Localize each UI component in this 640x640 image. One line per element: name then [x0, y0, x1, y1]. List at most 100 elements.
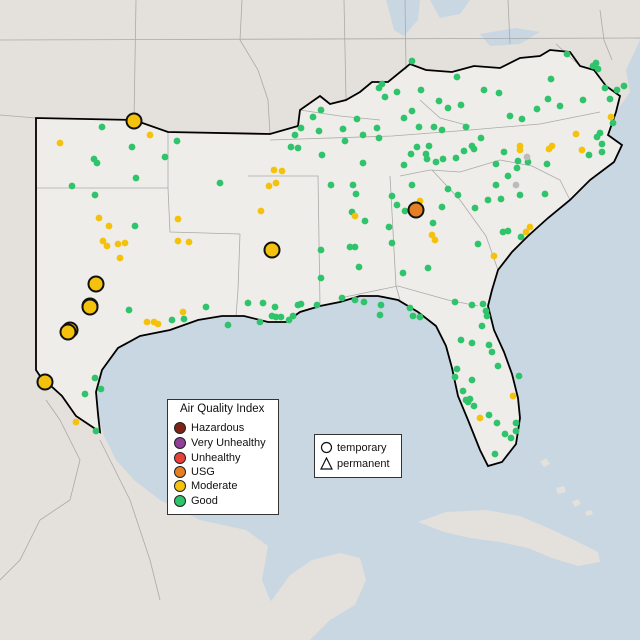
moderate-monitor-marker[interactable] — [351, 212, 359, 220]
good-monitor-marker[interactable] — [483, 312, 491, 320]
good-monitor-marker[interactable] — [470, 145, 478, 153]
nodata-monitor-marker[interactable] — [523, 153, 531, 161]
good-monitor-marker[interactable] — [506, 112, 514, 120]
good-monitor-marker[interactable] — [541, 190, 549, 198]
moderate-monitor-marker[interactable] — [490, 252, 498, 260]
good-monitor-marker[interactable] — [457, 101, 465, 109]
good-monitor-marker[interactable] — [351, 243, 359, 251]
moderate-monitor-marker[interactable] — [105, 222, 113, 230]
good-monitor-marker[interactable] — [385, 223, 393, 231]
good-monitor-marker[interactable] — [375, 134, 383, 142]
good-monitor-marker[interactable] — [494, 362, 502, 370]
moderate-monitor-marker[interactable] — [476, 414, 484, 422]
good-monitor-marker[interactable] — [339, 125, 347, 133]
good-monitor-marker[interactable] — [131, 222, 139, 230]
good-monitor-marker[interactable] — [285, 316, 293, 324]
good-monitor-marker[interactable] — [377, 301, 385, 309]
moderate-monitor-marker[interactable] — [526, 223, 534, 231]
good-monitor-marker[interactable] — [317, 106, 325, 114]
good-monitor-marker[interactable] — [435, 97, 443, 105]
moderate-monitor-marker[interactable] — [99, 237, 107, 245]
good-monitor-marker[interactable] — [423, 155, 431, 163]
good-monitor-marker[interactable] — [413, 143, 421, 151]
moderate-monitor-marker[interactable] — [72, 418, 80, 426]
good-monitor-marker[interactable] — [68, 182, 76, 190]
good-monitor-marker[interactable] — [460, 147, 468, 155]
good-monitor-marker[interactable] — [271, 303, 279, 311]
good-monitor-marker[interactable] — [407, 150, 415, 158]
good-monitor-marker[interactable] — [471, 204, 479, 212]
good-monitor-marker[interactable] — [485, 411, 493, 419]
good-monitor-marker[interactable] — [92, 427, 100, 435]
good-monitor-marker[interactable] — [425, 142, 433, 150]
good-monitor-marker[interactable] — [93, 159, 101, 167]
good-monitor-marker[interactable] — [598, 140, 606, 148]
good-monitor-marker[interactable] — [457, 336, 465, 344]
good-monitor-marker[interactable] — [478, 322, 486, 330]
good-monitor-marker[interactable] — [349, 181, 357, 189]
good-monitor-marker[interactable] — [495, 89, 503, 97]
nodata-monitor-marker[interactable] — [512, 181, 520, 189]
good-monitor-marker[interactable] — [277, 313, 285, 321]
good-monitor-marker[interactable] — [556, 102, 564, 110]
moderate-monitor-marker[interactable] — [56, 139, 64, 147]
moderate-monitor-marker[interactable] — [548, 142, 556, 150]
good-monitor-marker[interactable] — [97, 385, 105, 393]
good-monitor-marker[interactable] — [507, 434, 515, 442]
good-monitor-marker[interactable] — [132, 174, 140, 182]
good-monitor-marker[interactable] — [360, 298, 368, 306]
good-monitor-marker[interactable] — [393, 201, 401, 209]
moderate-monitor-marker[interactable] — [578, 146, 586, 154]
good-monitor-marker[interactable] — [297, 124, 305, 132]
good-monitor-marker[interactable] — [601, 84, 609, 92]
moderate-monitor-marker[interactable] — [607, 113, 615, 121]
good-monitor-marker[interactable] — [373, 124, 381, 132]
good-monitor-marker[interactable] — [353, 115, 361, 123]
good-monitor-marker[interactable] — [474, 240, 482, 248]
good-monitor-marker[interactable] — [492, 181, 500, 189]
good-monitor-marker[interactable] — [430, 123, 438, 131]
good-monitor-marker[interactable] — [606, 95, 614, 103]
good-monitor-marker[interactable] — [468, 339, 476, 347]
moderate-monitor-marker[interactable] — [185, 238, 193, 246]
good-monitor-marker[interactable] — [429, 219, 437, 227]
good-monitor-marker[interactable] — [400, 114, 408, 122]
good-monitor-marker[interactable] — [287, 143, 295, 151]
good-monitor-marker[interactable] — [500, 148, 508, 156]
good-monitor-marker[interactable] — [202, 303, 210, 311]
good-monitor-marker[interactable] — [317, 274, 325, 282]
good-monitor-marker[interactable] — [359, 131, 367, 139]
good-monitor-marker[interactable] — [415, 123, 423, 131]
moderate-monitor-marker[interactable] — [143, 318, 151, 326]
good-monitor-marker[interactable] — [406, 304, 414, 312]
moderate-monitor-marker[interactable] — [431, 236, 439, 244]
good-monitor-marker[interactable] — [515, 372, 523, 380]
good-monitor-marker[interactable] — [327, 181, 335, 189]
good-monitor-marker[interactable] — [585, 151, 593, 159]
good-monitor-marker[interactable] — [318, 151, 326, 159]
good-monitor-marker[interactable] — [497, 195, 505, 203]
good-monitor-marker[interactable] — [180, 315, 188, 323]
good-monitor-marker[interactable] — [294, 144, 302, 152]
good-monitor-marker[interactable] — [173, 137, 181, 145]
moderate-monitor-marker[interactable] — [174, 215, 182, 223]
moderate-monitor-marker[interactable] — [509, 392, 517, 400]
moderate-monitor-marker[interactable] — [103, 242, 111, 250]
moderate-temporary-monitor-marker[interactable] — [263, 241, 281, 259]
good-monitor-marker[interactable] — [451, 373, 459, 381]
good-monitor-marker[interactable] — [341, 137, 349, 145]
good-monitor-marker[interactable] — [613, 86, 621, 94]
good-monitor-marker[interactable] — [518, 115, 526, 123]
good-monitor-marker[interactable] — [259, 299, 267, 307]
good-monitor-marker[interactable] — [438, 203, 446, 211]
moderate-monitor-marker[interactable] — [257, 207, 265, 215]
good-monitor-marker[interactable] — [125, 306, 133, 314]
good-monitor-marker[interactable] — [376, 311, 384, 319]
good-monitor-marker[interactable] — [468, 301, 476, 309]
good-monitor-marker[interactable] — [317, 246, 325, 254]
good-monitor-marker[interactable] — [504, 172, 512, 180]
good-monitor-marker[interactable] — [161, 153, 169, 161]
good-monitor-marker[interactable] — [128, 143, 136, 151]
good-monitor-marker[interactable] — [168, 316, 176, 324]
